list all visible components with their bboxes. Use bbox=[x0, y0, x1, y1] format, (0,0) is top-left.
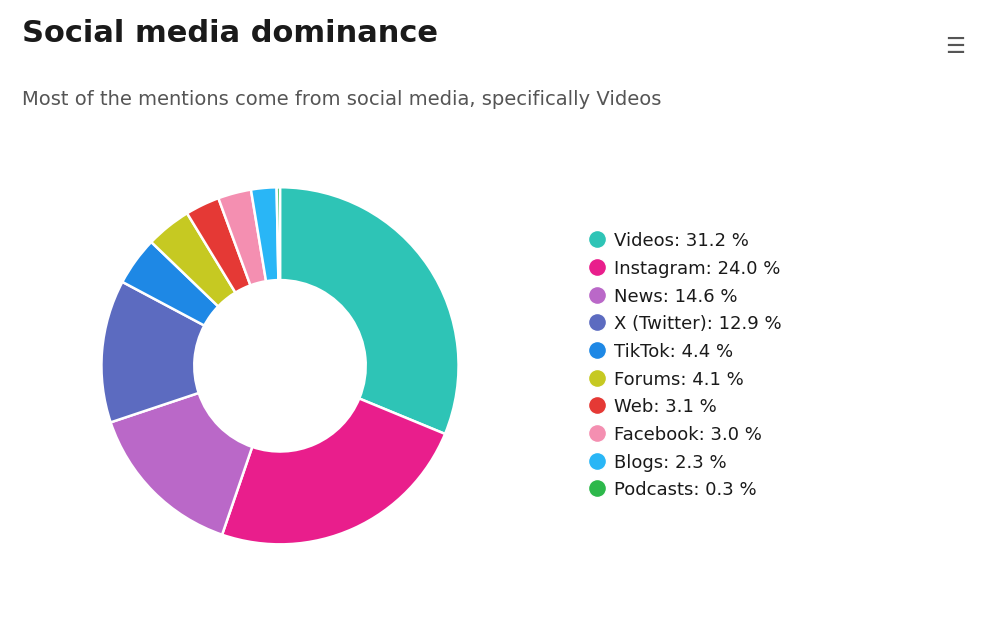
Wedge shape bbox=[222, 399, 445, 544]
Wedge shape bbox=[251, 187, 278, 281]
Wedge shape bbox=[187, 198, 250, 293]
Text: Most of the mentions come from social media, specifically Videos: Most of the mentions come from social me… bbox=[22, 90, 661, 109]
Text: ☰: ☰ bbox=[945, 37, 965, 57]
Wedge shape bbox=[280, 187, 459, 434]
Text: Social media dominance: Social media dominance bbox=[22, 19, 438, 48]
Wedge shape bbox=[151, 213, 235, 306]
Wedge shape bbox=[277, 187, 280, 280]
Wedge shape bbox=[122, 242, 218, 326]
Wedge shape bbox=[111, 393, 252, 534]
Legend: Videos: 31.2 %, Instagram: 24.0 %, News: 14.6 %, X (Twitter): 12.9 %, TikTok: 4.: Videos: 31.2 %, Instagram: 24.0 %, News:… bbox=[593, 232, 782, 499]
Wedge shape bbox=[101, 282, 204, 422]
Wedge shape bbox=[218, 190, 266, 285]
